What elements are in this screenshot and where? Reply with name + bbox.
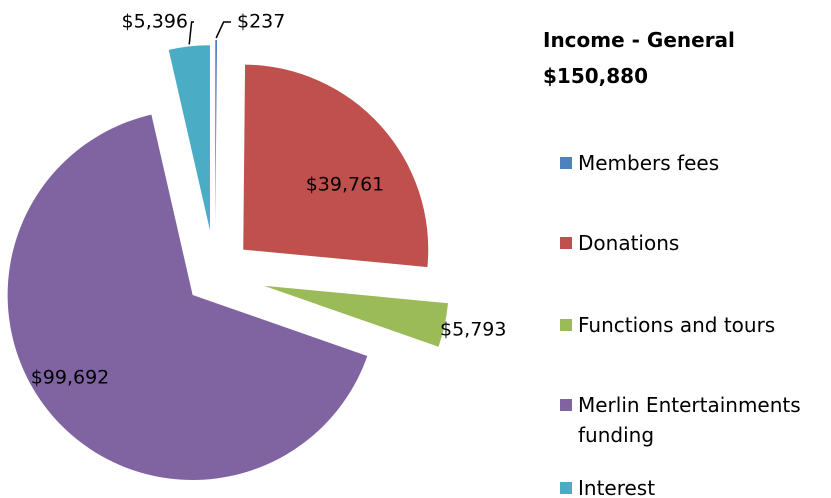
legend-item: Members fees bbox=[558, 148, 828, 178]
legend-item: Functions and tours bbox=[558, 310, 828, 340]
data-label: $99,692 bbox=[31, 367, 110, 389]
pie-slice bbox=[243, 64, 429, 268]
legend-swatch bbox=[560, 482, 572, 494]
pie-slice bbox=[168, 45, 210, 231]
legend-label: Members fees bbox=[578, 151, 720, 175]
data-label: $237 bbox=[237, 11, 285, 33]
pie-slice bbox=[215, 40, 218, 226]
chart-title: Income - General bbox=[543, 28, 735, 52]
legend-swatch bbox=[560, 399, 572, 411]
leader-line bbox=[215, 21, 231, 39]
data-label: $5,396 bbox=[122, 11, 188, 33]
legend-swatch bbox=[560, 319, 572, 331]
legend-label: Donations bbox=[578, 231, 680, 255]
legend-swatch bbox=[560, 157, 572, 169]
data-label: $39,761 bbox=[306, 174, 385, 196]
leader-line bbox=[188, 21, 194, 45]
legend-swatch bbox=[560, 237, 572, 249]
data-label: $5,793 bbox=[440, 319, 506, 341]
legend-label: Merlin Entertainments funding bbox=[578, 393, 801, 447]
pie-slice bbox=[263, 285, 449, 347]
chart-subtitle: $150,880 bbox=[543, 64, 649, 88]
legend-item: Interest bbox=[558, 473, 828, 498]
legend-item: Merlin Entertainments funding bbox=[558, 390, 828, 450]
legend-item: Donations bbox=[558, 228, 828, 258]
legend-label: Functions and tours bbox=[578, 313, 776, 337]
legend-label: Interest bbox=[578, 476, 656, 498]
pie-slice bbox=[7, 114, 368, 480]
